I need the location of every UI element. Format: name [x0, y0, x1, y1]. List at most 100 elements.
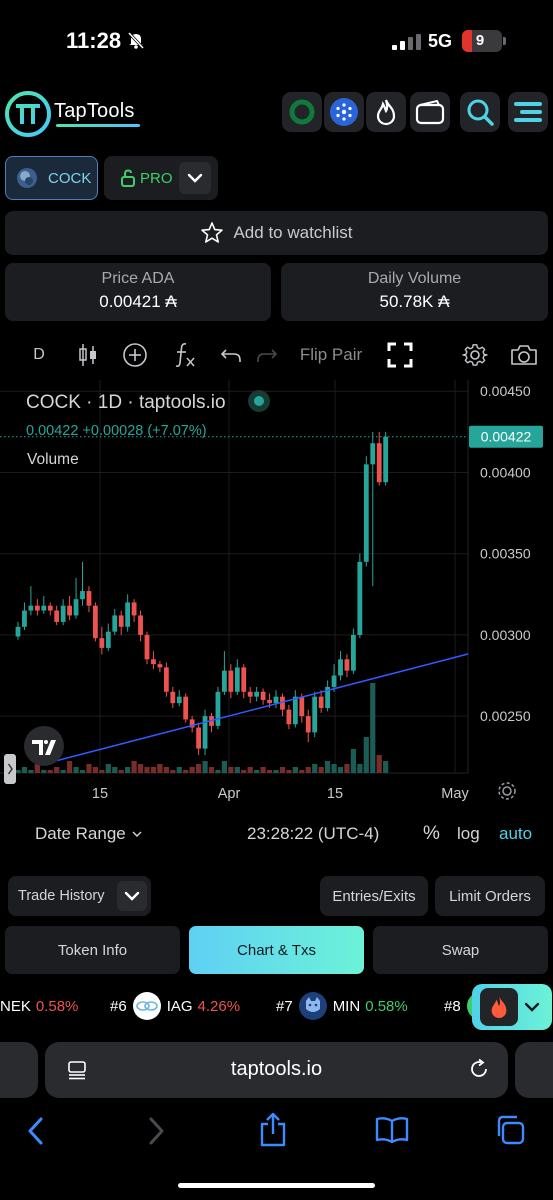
search-button[interactable]	[460, 92, 500, 132]
volume-bar	[73, 767, 79, 773]
gear-icon[interactable]	[498, 782, 516, 800]
fullscreen-button[interactable]	[386, 340, 414, 370]
candle-body	[80, 591, 85, 600]
auto-scale-toggle[interactable]: auto	[499, 824, 533, 843]
candle-body	[41, 605, 47, 611]
previous-tab-peek[interactable]	[0, 1042, 38, 1098]
forward-icon[interactable]	[146, 1116, 166, 1146]
page-menu-icon[interactable]	[67, 1060, 87, 1080]
volume-bar	[318, 767, 324, 773]
next-tab-peek[interactable]	[515, 1042, 553, 1098]
menu-button[interactable]	[508, 92, 548, 132]
time-axis[interactable]: 15 Apr 15 May	[92, 786, 470, 802]
share-icon[interactable]	[258, 1112, 288, 1148]
add-indicator-button[interactable]	[120, 340, 150, 370]
volume-bar	[312, 764, 318, 773]
candle-body	[299, 696, 305, 717]
candle-body	[357, 561, 363, 635]
date-range-button[interactable]: Date Range	[35, 824, 142, 844]
back-icon[interactable]	[26, 1116, 46, 1146]
percent-scale-toggle[interactable]: %	[423, 823, 440, 844]
pro-dropdown-button[interactable]	[179, 162, 211, 194]
volume-bar	[202, 761, 208, 773]
home-indicator[interactable]	[178, 1183, 375, 1188]
bookmarks-icon[interactable]	[375, 1116, 409, 1144]
address-bar[interactable]: taptools.io	[45, 1042, 508, 1098]
taptools-logo-icon[interactable]	[4, 90, 52, 138]
limit-orders-button[interactable]: Limit Orders	[435, 876, 545, 916]
undo-button[interactable]	[218, 340, 244, 370]
search-icon	[467, 99, 494, 126]
ticker-rank: #8	[444, 997, 461, 1015]
tab-swap[interactable]: Swap	[373, 926, 548, 974]
indicators-button[interactable]	[170, 340, 200, 370]
clock-timezone[interactable]: 23:28:22 (UTC-4)	[247, 824, 380, 843]
tab-chart-txs[interactable]: Chart & Txs	[189, 926, 364, 974]
redo-button[interactable]	[254, 340, 280, 370]
cardano-icon	[330, 98, 358, 126]
volume-bar	[260, 767, 266, 773]
trending-button[interactable]	[366, 92, 406, 132]
token-chip[interactable]: COCK	[5, 156, 98, 200]
price-tick-label: 0.00250	[480, 708, 531, 724]
ticker-change: 0.58%	[35, 998, 79, 1015]
price-tick-label: 0.00400	[480, 464, 531, 480]
ticker-item[interactable]: #6 IAG 4.26%	[110, 991, 240, 1021]
time-tick-label: 15	[327, 786, 343, 802]
volume-bar	[92, 767, 98, 773]
ticker-item[interactable]: NEK 0.58%	[0, 998, 78, 1015]
candles-icon	[79, 344, 96, 366]
trade-history-dropdown[interactable]	[117, 881, 147, 911]
trending-toggle-button[interactable]	[472, 984, 552, 1030]
candle-body	[99, 638, 105, 648]
wallet-button[interactable]	[410, 92, 450, 132]
flip-pair-button[interactable]: Flip Pair	[299, 345, 363, 364]
status-bar: 11:28 5G 9	[0, 0, 553, 80]
redo-icon	[257, 349, 278, 362]
candle-body	[144, 634, 150, 660]
price-axis[interactable]: 0.00450 0.00400 0.00350 0.00300 0.00250	[480, 383, 531, 724]
battery-level: 9	[475, 32, 485, 49]
price-tick-label: 0.00450	[480, 383, 531, 399]
cardano-button[interactable]	[324, 92, 364, 132]
brand-name[interactable]: TapTools	[54, 100, 135, 122]
tab-token-info[interactable]: Token Info	[5, 926, 180, 974]
volume-bar	[79, 770, 86, 773]
candle-body	[73, 599, 79, 616]
pro-chip[interactable]: PRO	[104, 156, 218, 200]
volume-bar	[131, 761, 137, 773]
live-indicator-dot	[254, 396, 264, 406]
plus-circle-icon	[123, 343, 147, 367]
url-text[interactable]: taptools.io	[230, 1058, 323, 1080]
tradingview-logo[interactable]	[24, 726, 64, 766]
volume-bar	[67, 761, 73, 773]
interval-button[interactable]: D	[33, 346, 45, 363]
volume-bar	[208, 767, 215, 773]
chart-footer: Date Range 23:28:22 (UTC-4) % log auto	[0, 820, 553, 850]
trade-history-button[interactable]: Trade History	[8, 876, 151, 916]
trend-line[interactable]	[39, 653, 469, 766]
tabs-icon[interactable]	[494, 1114, 526, 1146]
candle-type-button[interactable]	[74, 340, 102, 370]
candle-body	[370, 443, 376, 465]
candle-body	[86, 591, 92, 606]
candle-body	[125, 602, 131, 627]
price-chart[interactable]: 0.00450 0.00400 0.00350 0.00300 0.00250 15 Ap…	[0, 380, 553, 810]
token-avatar-icon	[17, 168, 37, 188]
ticker-symbol: IAG	[166, 997, 193, 1015]
min-token-icon	[298, 992, 327, 1020]
log-scale-toggle[interactable]: log	[457, 824, 480, 843]
candle-body	[28, 605, 34, 611]
status-ring-button[interactable]	[282, 92, 322, 132]
volume-bar	[47, 770, 53, 773]
chart-settings-button[interactable]	[460, 340, 490, 370]
collapse-handle[interactable]	[4, 754, 16, 784]
chevron-down-icon	[132, 831, 142, 837]
volume-bar	[376, 755, 382, 773]
candle-body	[228, 670, 234, 692]
ticker-item[interactable]: #7 MIN 0.58%	[276, 991, 408, 1021]
reload-icon[interactable]	[468, 1058, 490, 1080]
add-to-watchlist-button[interactable]: Add to watchlist	[5, 211, 548, 255]
screenshot-button[interactable]	[508, 340, 540, 370]
entries-exits-button[interactable]: Entries/Exits	[320, 876, 428, 916]
